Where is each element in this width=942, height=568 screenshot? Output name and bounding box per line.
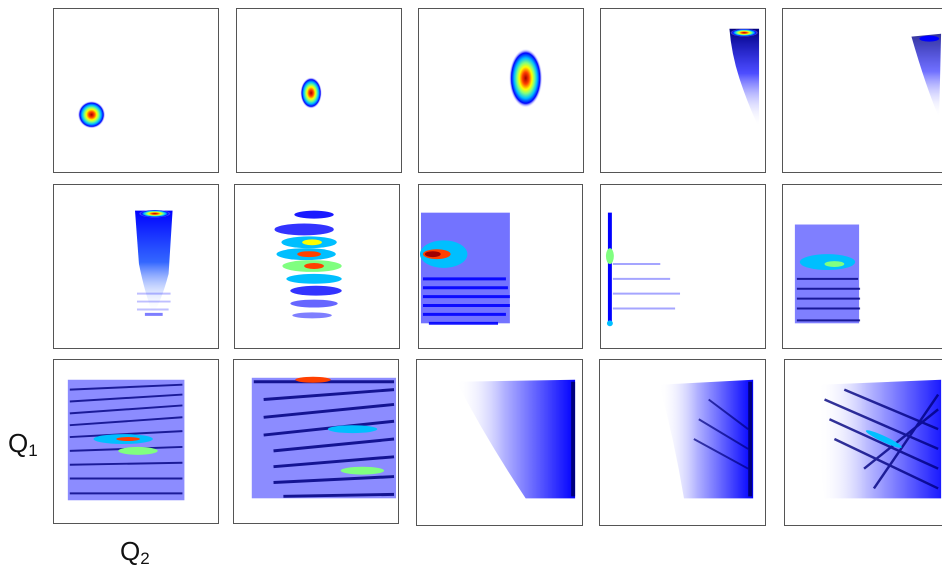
panel-r1-c2 bbox=[236, 8, 402, 173]
panel-r2-c2-plot bbox=[274, 210, 342, 319]
axis-label-q2-sub: 2 bbox=[140, 549, 150, 568]
panel-r3-c4-plot bbox=[659, 379, 754, 499]
interference-fringes bbox=[67, 379, 185, 501]
wavepacket-hotspot bbox=[730, 28, 759, 37]
panel-r3-c5-plot bbox=[817, 379, 942, 499]
panel-r2-c5 bbox=[782, 184, 942, 349]
interference-fringes bbox=[605, 212, 681, 327]
panel-r1-c1 bbox=[53, 8, 219, 173]
panel-r2-c5-plot bbox=[794, 224, 861, 324]
panel-r3-c1 bbox=[53, 359, 219, 524]
panel-r2-c4-plot bbox=[605, 212, 681, 327]
panel-r1-c4 bbox=[600, 8, 766, 173]
panel-r1-c1-plot bbox=[77, 100, 106, 129]
wavepacket-blob bbox=[300, 77, 322, 109]
panel-r1-c4-plot bbox=[729, 28, 760, 128]
interference-fringes bbox=[824, 388, 940, 490]
panel-r2-c3-plot bbox=[419, 212, 510, 325]
wavepacket-blob bbox=[508, 48, 543, 108]
axis-label-q1: Q1 bbox=[8, 430, 38, 459]
wavepacket-plume bbox=[729, 28, 760, 128]
panel-r3-c5 bbox=[784, 359, 942, 526]
panel-r1-c5 bbox=[782, 8, 942, 173]
panel-r1-c3-plot bbox=[508, 48, 543, 108]
interference-fringes bbox=[136, 292, 171, 311]
panel-r3-c1-plot bbox=[67, 379, 185, 501]
wavepacket-blob bbox=[77, 100, 106, 129]
interference-fringes bbox=[274, 210, 342, 319]
axis-label-q2-main: Q bbox=[120, 536, 141, 566]
panel-r2-c3 bbox=[418, 184, 583, 349]
panel-r1-c3 bbox=[418, 8, 584, 173]
panel-r3-c3-plot bbox=[456, 379, 576, 499]
panel-r2-c2 bbox=[234, 184, 400, 349]
panel-r3-c2-plot bbox=[251, 376, 397, 499]
panel-r2-c1-plot bbox=[135, 209, 173, 316]
panel-r2-c1 bbox=[53, 184, 219, 349]
axis-label-q1-sub: 1 bbox=[28, 441, 38, 460]
panel-r1-c5-plot bbox=[911, 33, 942, 118]
wavepacket-plume bbox=[911, 33, 942, 118]
axis-label-q1-main: Q bbox=[8, 428, 29, 458]
wavepacket-plume bbox=[659, 379, 754, 499]
panel-r3-c2 bbox=[233, 359, 399, 524]
interference-fringes bbox=[693, 398, 749, 470]
panel-r2-c4 bbox=[600, 184, 766, 349]
axis-label-q2: Q2 bbox=[120, 538, 150, 567]
interference-fringes bbox=[794, 224, 861, 324]
panel-r1-c2-plot bbox=[300, 77, 322, 109]
wavepacket-plume bbox=[135, 210, 173, 314]
panel-r3-c4 bbox=[599, 359, 766, 526]
wavepacket-plume bbox=[456, 379, 576, 499]
interference-fringes bbox=[251, 376, 397, 499]
wavepacket-hotspot bbox=[138, 209, 171, 218]
interference-fringes bbox=[419, 212, 510, 325]
wavepacket-hotspot bbox=[919, 35, 940, 42]
panel-r3-c3 bbox=[416, 359, 583, 526]
